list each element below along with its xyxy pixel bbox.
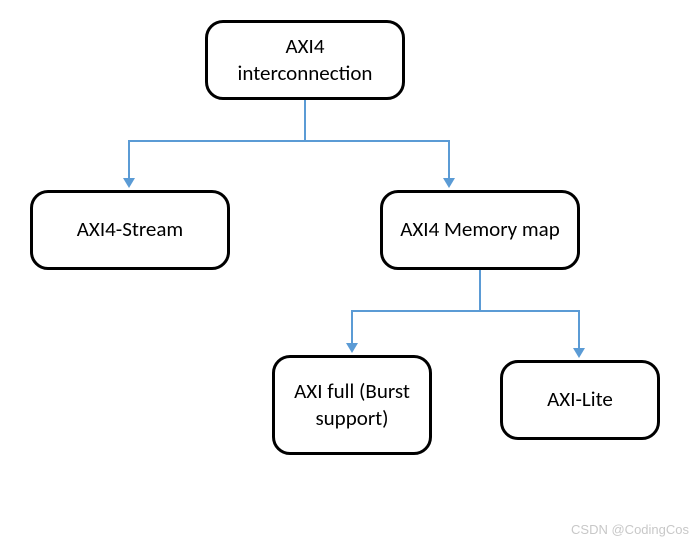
node-axi-lite: AXI-Lite [500,360,660,440]
arrow-stream [123,178,135,188]
edge-to-axifull [351,310,353,345]
arrow-memmap [443,178,455,188]
node-label: AXI4-Stream [77,216,183,243]
arrow-axilite [573,348,585,358]
arrow-axifull [346,343,358,353]
node-axi4-stream: AXI4-Stream [30,190,230,270]
edge-to-axilite [578,310,580,350]
edge-root-down [304,100,306,140]
node-axi-full: AXI full (Burst support) [272,355,432,455]
watermark-text: CSDN @CodingCos [571,522,689,537]
edge-root-horizontal [128,140,450,142]
edge-to-stream [128,140,130,180]
node-label: AXI4 interconnection [216,33,394,88]
node-label: AXI-Lite [547,386,613,413]
node-label: AXI full (Burst support) [283,378,421,433]
edge-memmap-down [479,270,481,310]
node-axi4-interconnection: AXI4 interconnection [205,20,405,100]
edge-to-memmap [448,140,450,180]
edge-memmap-horizontal [351,310,580,312]
node-axi4-memory-map: AXI4 Memory map [380,190,580,270]
node-label: AXI4 Memory map [400,216,560,243]
